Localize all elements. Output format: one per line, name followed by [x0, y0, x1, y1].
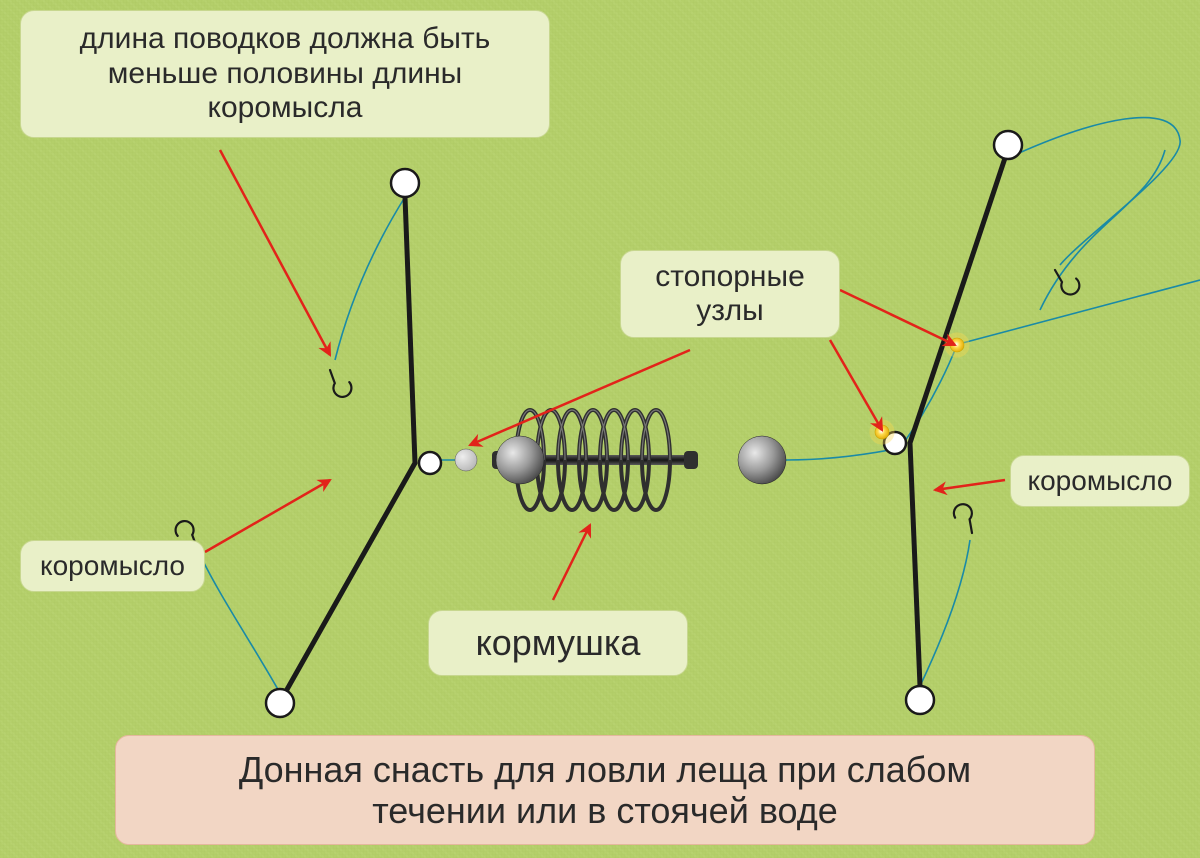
- leader-right-top: [1008, 118, 1180, 265]
- arrow-rocker-right: [935, 480, 1005, 490]
- arrow-stopper-to-knot2: [830, 340, 882, 430]
- label-rocker_left: коромысло: [20, 540, 205, 592]
- arrow-feeder: [553, 525, 590, 600]
- rocker-right-ring1: [906, 686, 934, 714]
- rocker-right-arm1: [910, 443, 920, 686]
- rocker-left-ring-center: [419, 452, 441, 474]
- stopper-knot: [875, 425, 889, 439]
- feeder-ball-right: [738, 436, 786, 484]
- arrow-rocker-left: [205, 480, 330, 552]
- label-title: Донная снасть для ловли леща при слабом …: [115, 735, 1095, 845]
- leader-right-bottom: [920, 540, 970, 686]
- rocker-left-ring1: [266, 689, 294, 717]
- label-rocker_right: коромысло: [1010, 455, 1190, 507]
- feeder-ball-small: [455, 449, 477, 471]
- main-line-right: [786, 448, 900, 460]
- stopper-knot: [950, 338, 964, 352]
- rocker-left-arm2: [405, 197, 415, 463]
- label-feeder: кормушка: [428, 610, 688, 676]
- main-line-through-rocker: [900, 345, 957, 448]
- feeder-ball-left: [496, 436, 544, 484]
- leader-right-bottom-hook: [952, 503, 975, 536]
- arrow-topnote-to-line: [220, 150, 330, 355]
- diagram-canvas: длина поводков должна быть меньше полови…: [0, 0, 1200, 858]
- label-top_note: длина поводков должна быть меньше полови…: [20, 10, 550, 138]
- arrow-stopper-to-knot1: [840, 290, 955, 345]
- leader-left-bottom: [200, 555, 280, 693]
- leader-left-top: [335, 197, 405, 360]
- rocker-right-ring2: [994, 131, 1022, 159]
- feeder-cap-right: [684, 451, 698, 469]
- main-line-drop: [1040, 150, 1165, 310]
- rocker-left-ring2: [391, 169, 419, 197]
- label-stopper_knots: стопорные узлы: [620, 250, 840, 338]
- rocker-left-arm1: [285, 463, 415, 693]
- leader-left-top-hook: [327, 365, 354, 399]
- rocker-right-arm2: [910, 158, 1005, 443]
